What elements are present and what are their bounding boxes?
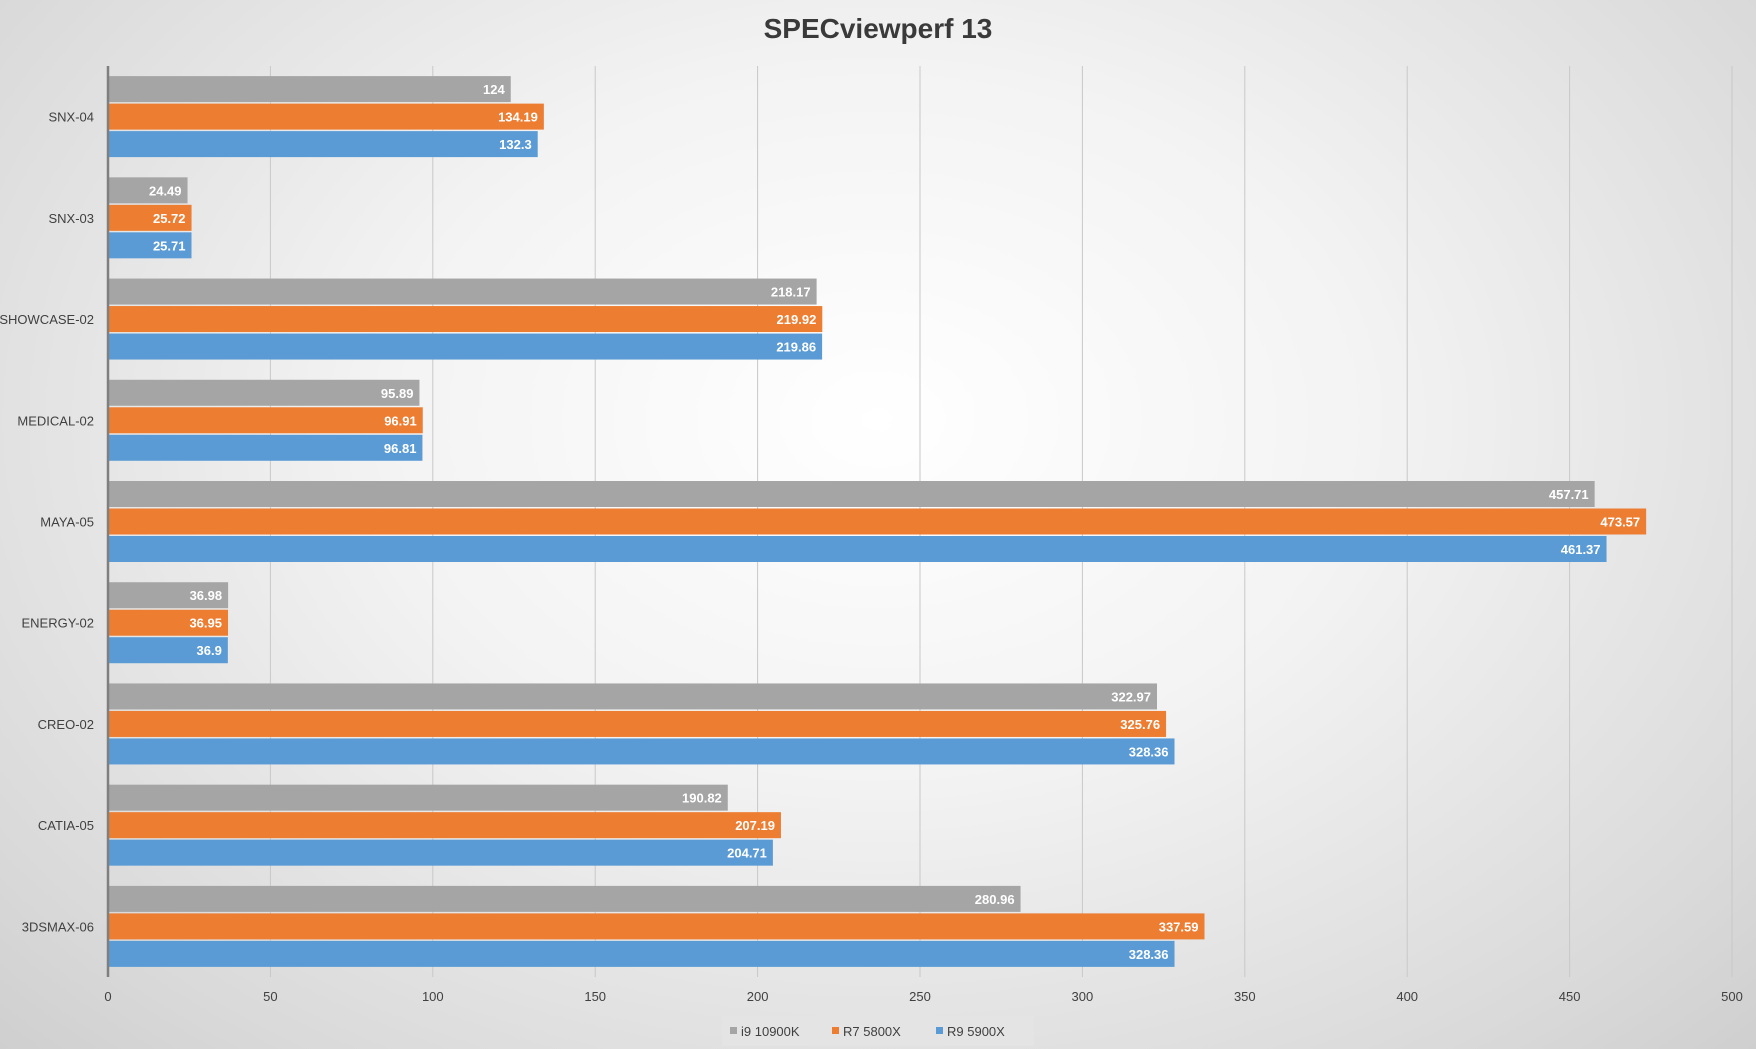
bar xyxy=(108,333,823,360)
bar xyxy=(108,683,1158,710)
legend-label: R9 5900X xyxy=(947,1024,1005,1039)
legend-box xyxy=(722,1016,1034,1046)
data-label: 207.19 xyxy=(735,818,775,833)
data-label: 25.72 xyxy=(153,211,186,226)
data-labels: 124 134.19 132.3 24.49 25.72 25.71 218.17 219.9… xyxy=(149,82,1640,962)
x-tick-label: 350 xyxy=(1234,989,1256,1004)
legend-label: R7 5800X xyxy=(843,1024,901,1039)
category-label: CATIA-05 xyxy=(38,818,94,833)
category-label: SNX-03 xyxy=(48,211,94,226)
bar xyxy=(108,131,538,158)
bar xyxy=(108,885,1021,912)
x-tick-label: 100 xyxy=(422,989,444,1004)
x-tick-label: 0 xyxy=(104,989,111,1004)
bar xyxy=(108,582,229,609)
data-label: 219.86 xyxy=(776,340,816,355)
data-label: 328.36 xyxy=(1129,947,1169,962)
data-label: 96.91 xyxy=(384,413,417,428)
bar xyxy=(108,839,773,866)
data-label: 36.95 xyxy=(189,616,222,631)
bar xyxy=(108,379,420,406)
bar xyxy=(108,177,188,204)
legend-label: i9 10900K xyxy=(741,1024,800,1039)
chart-title: SPECviewperf 13 xyxy=(764,13,993,44)
category-label: MAYA-05 xyxy=(40,515,94,530)
data-label: 322.97 xyxy=(1111,689,1151,704)
bar xyxy=(108,913,1205,940)
bar xyxy=(108,278,817,305)
bar xyxy=(108,637,228,664)
bars xyxy=(108,76,1647,967)
data-label: 134.19 xyxy=(498,110,538,125)
category-label: SNX-04 xyxy=(48,110,94,125)
bar xyxy=(108,204,192,231)
legend-swatch xyxy=(832,1027,839,1034)
data-label: 95.89 xyxy=(381,386,414,401)
category-label: ENERGY-02 xyxy=(22,616,95,631)
bar xyxy=(108,481,1595,507)
legend-swatch xyxy=(730,1027,737,1034)
category-label: CREO-02 xyxy=(38,717,94,732)
bar xyxy=(108,940,1175,967)
bar xyxy=(108,536,1607,562)
bar xyxy=(108,306,823,333)
data-label: 219.92 xyxy=(777,312,817,327)
legend: i9 10900K R7 5800X R9 5900X xyxy=(722,1016,1034,1046)
data-label: 218.17 xyxy=(771,285,811,300)
bar xyxy=(108,508,1647,535)
data-label: 24.49 xyxy=(149,183,182,198)
bar xyxy=(108,784,728,811)
data-label: 25.71 xyxy=(153,238,186,253)
data-label: 473.57 xyxy=(1600,515,1640,530)
bar xyxy=(108,232,192,259)
bar xyxy=(108,76,511,103)
x-tick-label: 450 xyxy=(1559,989,1581,1004)
x-tick-label: 400 xyxy=(1396,989,1418,1004)
category-label: MEDICAL-02 xyxy=(17,413,94,428)
data-label: 132.3 xyxy=(499,137,532,152)
data-label: 337.59 xyxy=(1159,919,1199,934)
bar xyxy=(108,103,544,130)
data-label: 36.98 xyxy=(190,588,223,603)
category-label: 3DSMAX-06 xyxy=(22,919,94,934)
bar xyxy=(108,738,1175,765)
category-label: SHOWCASE-02 xyxy=(0,312,94,327)
x-tick-label: 250 xyxy=(909,989,931,1004)
data-label: 461.37 xyxy=(1561,542,1601,557)
axes: 0 50 100 150 200 250 300 350 400 450 500 SNX-04 SNX-… xyxy=(0,66,1743,1004)
x-tick-label: 300 xyxy=(1072,989,1094,1004)
data-label: 280.96 xyxy=(975,892,1015,907)
data-label: 190.82 xyxy=(682,791,722,806)
bar xyxy=(108,434,423,461)
data-label: 457.71 xyxy=(1549,487,1589,502)
x-tick-label: 200 xyxy=(747,989,769,1004)
bar xyxy=(108,812,781,839)
data-label: 96.81 xyxy=(384,441,417,456)
bar xyxy=(108,609,229,636)
legend-swatch xyxy=(936,1027,943,1034)
data-label: 325.76 xyxy=(1120,717,1160,732)
data-label: 124 xyxy=(483,82,505,97)
x-tick-label: 500 xyxy=(1721,989,1743,1004)
bar xyxy=(108,407,423,434)
x-tick-label: 150 xyxy=(584,989,606,1004)
bar xyxy=(108,710,1167,737)
data-label: 328.36 xyxy=(1129,744,1169,759)
data-label: 204.71 xyxy=(727,846,767,861)
x-tick-label: 50 xyxy=(263,989,277,1004)
data-label: 36.9 xyxy=(197,643,222,658)
